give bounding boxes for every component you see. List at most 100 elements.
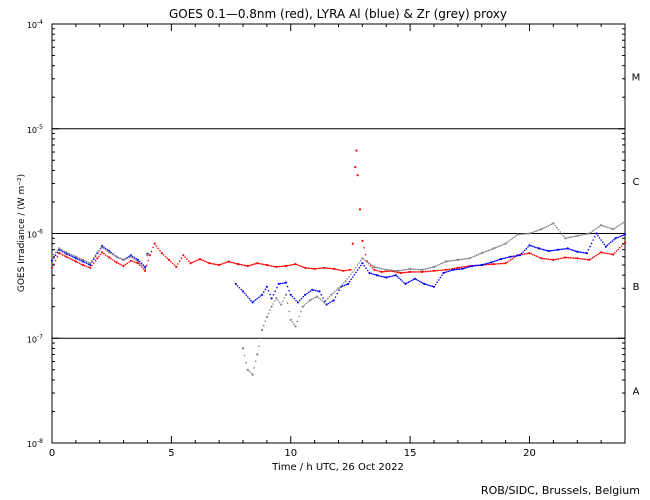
trace-dot (477, 253, 480, 256)
trace-dot (513, 256, 515, 259)
trace-dot (356, 264, 359, 267)
trace-dot (242, 264, 244, 266)
data-point (373, 265, 376, 268)
trace-dot (530, 253, 532, 255)
trace-dot (164, 255, 167, 258)
trace-dot (364, 253, 367, 256)
trace-dot (368, 262, 371, 265)
trace-dot (272, 303, 275, 305)
trace-dot (608, 253, 611, 255)
trace-dot (434, 269, 437, 272)
trace-dot (549, 250, 551, 252)
trace-dot (103, 252, 105, 255)
trace-dot (315, 289, 317, 292)
trace-dot (299, 265, 302, 267)
trace-dot (278, 301, 281, 304)
trace-dot (135, 259, 137, 262)
trace-dot (501, 257, 504, 260)
trace-dot (561, 257, 563, 260)
trace-dot (157, 247, 159, 250)
trace-dot (581, 251, 583, 254)
trace-dot (68, 253, 71, 255)
trace-dot (614, 252, 616, 254)
data-point (146, 254, 149, 257)
trace-dot (455, 267, 458, 269)
trace-dot (557, 258, 560, 260)
trace-dot (567, 236, 570, 239)
trace-dot (598, 237, 601, 239)
trace-dot (537, 229, 539, 232)
data-point (375, 274, 378, 277)
trace-dot (593, 229, 596, 231)
trace-dot (335, 289, 338, 291)
trace-dot (382, 275, 384, 278)
data-point (604, 245, 608, 248)
trace-dot (583, 258, 585, 261)
data-point (332, 267, 335, 270)
trace-dot (610, 253, 613, 255)
trace-dot (387, 276, 389, 278)
trace-dot (622, 221, 625, 224)
data-point (315, 295, 319, 298)
trace-dot (440, 269, 442, 272)
trace-dot (140, 262, 143, 265)
trace-dot (608, 227, 611, 229)
trace-dot (431, 266, 434, 269)
trace-dot (465, 257, 468, 260)
trace-dot (407, 268, 410, 270)
trace-dot (339, 269, 341, 272)
trace-dot (87, 261, 90, 264)
trace-dot (578, 251, 580, 253)
trace-dot (376, 266, 379, 269)
flare-class-B: B (633, 282, 640, 293)
trace-dot (383, 270, 386, 273)
trace-dot (142, 266, 145, 268)
trace-dot (113, 260, 116, 263)
trace-dot (457, 268, 459, 271)
trace-dot (272, 265, 275, 268)
trace-dot (431, 270, 434, 272)
trace-dot (54, 254, 57, 256)
trace-dot (306, 292, 308, 295)
trace-dot (479, 264, 482, 267)
data-point (385, 276, 388, 279)
trace-dot (617, 225, 619, 227)
trace-dot (177, 263, 179, 265)
trace-dot (264, 320, 267, 323)
data-point (323, 301, 326, 304)
trace-dot (71, 259, 74, 261)
data-point (576, 234, 579, 237)
trace-dot (467, 257, 469, 260)
trace-dot (269, 293, 271, 296)
trace-dot (321, 300, 324, 302)
trace-dot (78, 257, 81, 260)
trace-dot (254, 262, 257, 265)
data-point (576, 250, 579, 253)
trace-dot (327, 302, 330, 305)
trace-dot (574, 250, 577, 252)
trace-dot (581, 234, 584, 236)
trace-dot (537, 255, 539, 258)
trace-dot (277, 265, 279, 268)
trace-dot (429, 266, 432, 269)
trace-dot (578, 234, 580, 237)
trace-dot (561, 233, 563, 235)
trace-dot (106, 250, 109, 252)
trace-dot (216, 263, 219, 266)
trace-dot (513, 236, 515, 238)
trace-dot (363, 264, 366, 267)
trace-dot (399, 278, 402, 281)
trace-dot (503, 243, 505, 246)
data-point (241, 347, 245, 350)
trace-dot (489, 249, 492, 251)
trace-dot (523, 253, 526, 255)
trace-dot (253, 300, 255, 302)
trace-dot (68, 254, 71, 257)
data-point (361, 262, 364, 265)
trace-dot (236, 285, 239, 287)
trace-dot (365, 267, 367, 269)
trace-dot (305, 302, 308, 305)
trace-dot (341, 285, 344, 287)
trace-dot (316, 290, 319, 292)
trace-dot (221, 263, 224, 265)
